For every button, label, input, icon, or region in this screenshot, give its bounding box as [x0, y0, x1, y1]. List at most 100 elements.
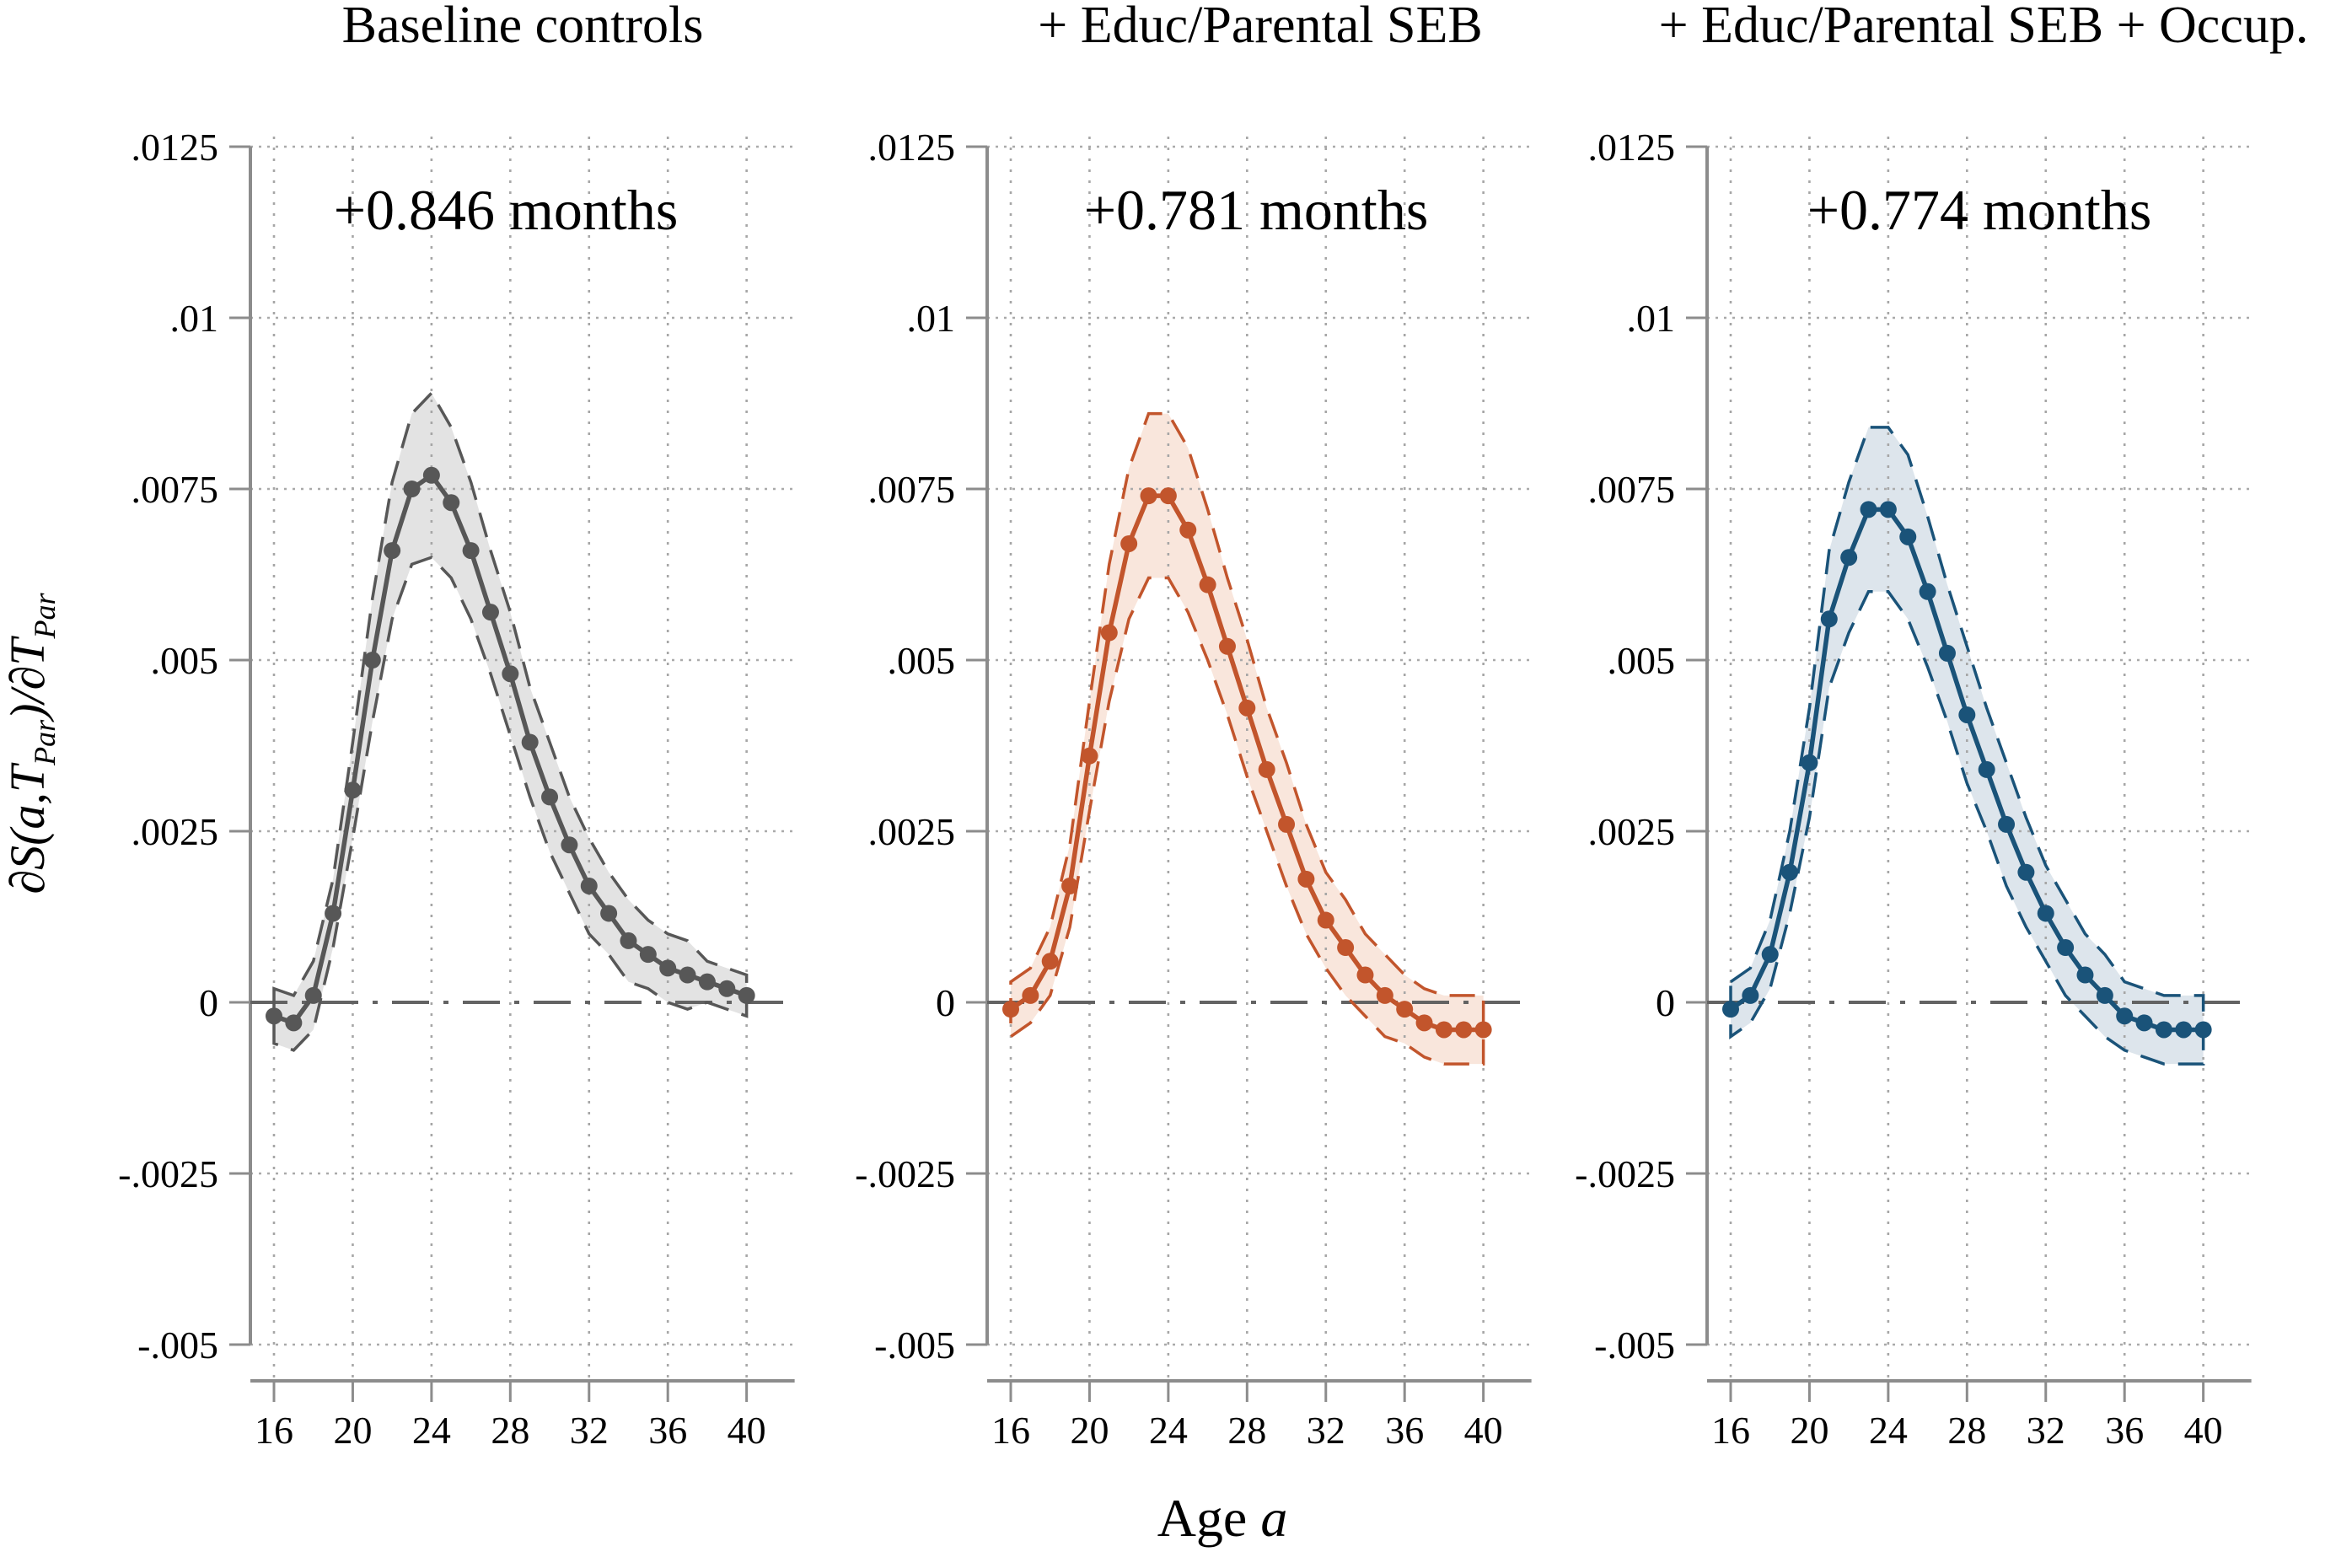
data-point	[1159, 487, 1177, 505]
data-point	[1722, 1001, 1739, 1018]
y-tick-label: .005	[151, 639, 219, 682]
x-tick-label: 20	[1070, 1409, 1109, 1452]
data-point	[1238, 699, 1256, 717]
data-point	[363, 652, 381, 669]
data-point	[600, 905, 618, 922]
ci-band	[1731, 427, 2204, 1065]
data-point	[422, 466, 440, 484]
data-point	[304, 986, 322, 1004]
x-tick-label: 32	[1307, 1409, 1345, 1452]
data-point	[1258, 760, 1275, 778]
y-tick-label: -.005	[874, 1324, 955, 1367]
data-point	[502, 665, 519, 683]
y-tick-label: .005	[888, 639, 956, 682]
y-tick-label: -.0025	[1575, 1152, 1675, 1195]
data-point	[462, 542, 480, 560]
y-tick-label: .0025	[868, 810, 956, 853]
x-tick-label: 20	[1790, 1409, 1828, 1452]
data-point	[659, 959, 677, 977]
data-point	[403, 481, 421, 497]
data-point	[443, 494, 460, 512]
data-point	[1278, 815, 1296, 833]
x-tick-label: 16	[991, 1409, 1030, 1452]
series-markers	[1002, 487, 1492, 1039]
ci-band-outline	[1009, 411, 1485, 1066]
y-tick-label: .005	[1608, 639, 1676, 682]
y-tick-label: .0075	[1588, 468, 1676, 511]
y-tick-label: .01	[907, 297, 956, 340]
y-tick-label: 0	[199, 981, 218, 1024]
data-point	[1396, 1001, 1414, 1018]
data-point	[2135, 1014, 2153, 1032]
data-point	[325, 905, 342, 922]
data-point	[1781, 863, 1799, 881]
y-tick-label: 0	[936, 981, 955, 1024]
panel-title-educ-seb-occup: + Educ/Parental SEB + Occup.	[1659, 0, 2309, 54]
x-tick-label: 36	[2105, 1409, 2144, 1452]
x-tick-label: 32	[570, 1409, 609, 1452]
ci-band	[274, 393, 747, 1050]
chart-panels: .0125 .01 .0075 .005 .0025 0 -.0025 -.005 16 20 24…	[118, 126, 2252, 1452]
ci-band-outline	[272, 390, 749, 1052]
data-point	[2175, 1021, 2193, 1039]
data-point	[1958, 706, 1976, 723]
axes: .0125 .01 .0075 .005 .0025 0 -.0025 -.005 16 20 24…	[1575, 126, 2252, 1452]
data-point	[1061, 877, 1079, 894]
y-tick-label: 0	[1656, 981, 1675, 1024]
data-point	[1801, 754, 1818, 771]
data-point	[620, 932, 637, 949]
data-point	[1899, 528, 1917, 545]
data-point	[1455, 1021, 1473, 1039]
data-point	[1179, 521, 1197, 539]
x-tick-label: 28	[1227, 1409, 1266, 1452]
x-tick-label: 28	[1947, 1409, 1986, 1452]
data-point	[580, 877, 598, 894]
data-point	[1860, 501, 1877, 518]
data-point	[2116, 1007, 2134, 1025]
series-markers	[1722, 501, 2212, 1039]
panel-0: .0125 .01 .0075 .005 .0025 0 -.0025 -.005 16 20 24…	[118, 126, 795, 1452]
x-tick-label: 28	[491, 1409, 529, 1452]
data-point	[718, 980, 736, 997]
x-tick-label: 40	[728, 1409, 766, 1452]
ci-band-outline	[1729, 426, 2205, 1066]
data-point	[541, 788, 559, 806]
data-point	[1022, 986, 1039, 1004]
y-tick-label: -.005	[1594, 1324, 1675, 1367]
data-point	[2057, 939, 2075, 957]
y-tick-label: .0125	[132, 126, 219, 169]
gridlines	[1707, 137, 2252, 1381]
data-point	[1317, 911, 1334, 929]
x-tick-label: 32	[2027, 1409, 2065, 1452]
data-point	[266, 1007, 282, 1025]
series-markers	[266, 466, 755, 1032]
x-tick-label: 24	[1869, 1409, 1908, 1452]
data-point	[1919, 583, 1936, 600]
data-point	[1998, 815, 2016, 833]
annotation-educ-seb: +0.781 months	[1084, 178, 1429, 242]
data-point	[521, 733, 539, 751]
y-axis-label: ∂S(a,TPar)/∂TPar	[0, 592, 62, 894]
data-point	[1297, 870, 1315, 888]
y-tick-label: .01	[170, 297, 219, 340]
data-point	[1081, 747, 1098, 765]
y-tick-label: .0075	[132, 468, 219, 511]
y-tick-label: .0025	[132, 810, 219, 853]
data-point	[1356, 966, 1374, 984]
y-tick-label: .01	[1627, 297, 1676, 340]
data-point	[1140, 487, 1157, 505]
axes: .0125 .01 .0075 .005 .0025 0 -.0025 -.005 16 20 24…	[855, 126, 1532, 1452]
data-point	[698, 973, 716, 991]
data-point	[2096, 986, 2113, 1004]
data-point	[344, 781, 362, 799]
data-point	[1199, 576, 1216, 593]
x-tick-label: 40	[2184, 1409, 2223, 1452]
y-tick-label: -.005	[137, 1324, 218, 1367]
x-tick-label: 20	[333, 1409, 372, 1452]
x-tick-label: 24	[412, 1409, 451, 1452]
data-point	[481, 604, 499, 621]
annotation-educ-seb-occup: +0.774 months	[1807, 178, 2152, 242]
data-point	[1041, 953, 1059, 970]
